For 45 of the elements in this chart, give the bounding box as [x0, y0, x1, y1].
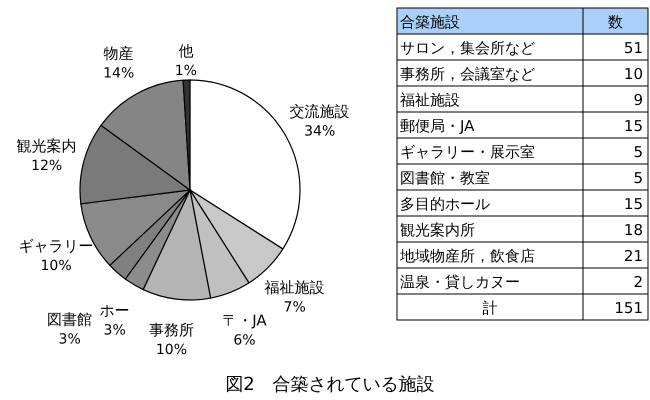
data-label: 12% [31, 158, 62, 174]
text: 数 [608, 13, 623, 31]
slice-label: 他 [178, 42, 194, 60]
slice-label: 物産 [104, 44, 134, 62]
data-label: 14% [103, 65, 134, 82]
category-label: 郵便局・JA [400, 117, 476, 135]
category-label: サロン，集会所など [400, 39, 535, 57]
data-label: 3% [58, 332, 81, 348]
data-label: 10% [156, 342, 188, 358]
text: 合築施設 [400, 13, 460, 31]
slice-label: 図書館 [47, 310, 92, 329]
slice-label: ギャラリー [18, 237, 94, 256]
data-label: 6% [233, 332, 256, 349]
slice-label: 〒・JA [222, 312, 268, 330]
slice-label: 交流施設 [290, 102, 350, 121]
data-label: 21 [624, 247, 643, 265]
data-label: 15 [624, 195, 643, 213]
category-label: 多目的ホール [400, 195, 490, 213]
slice-label: 事務所 [148, 320, 194, 339]
category-label: ギャラリー・展示室 [400, 143, 535, 161]
category-label: 地域物産所，飲食店 [399, 247, 535, 265]
data-label: 151 [614, 299, 643, 317]
data-label: 34% [304, 124, 336, 140]
category-label: 福祉施設 [400, 91, 460, 109]
slice-label: 福祉施設 [264, 278, 325, 297]
category-label: 計 [482, 299, 498, 317]
category-label: 温泉・貸しカヌー [400, 273, 520, 291]
slice-label: ホー [100, 301, 130, 320]
data-label: 5 [633, 143, 643, 161]
text: 図2 合築されている施設 [225, 374, 435, 395]
category-label: 観光案内所 [400, 221, 475, 239]
slice-label: 観光案内 [16, 137, 77, 156]
data-label: 2 [633, 273, 643, 291]
data-label: 5 [633, 169, 643, 187]
data-label: 10 [624, 65, 643, 83]
data-label: 1% [174, 63, 197, 80]
data-label: 51 [624, 39, 643, 57]
data-label: 7% [284, 300, 306, 316]
category-label: 事務所，会議室など [400, 65, 535, 83]
data-label: 10% [40, 258, 72, 274]
data-label: 18 [624, 221, 643, 239]
category-label: 図書館・教室 [400, 169, 490, 187]
data-label: 3% [104, 322, 126, 338]
data-label: 9 [633, 91, 643, 109]
data-label: 15 [624, 117, 643, 135]
